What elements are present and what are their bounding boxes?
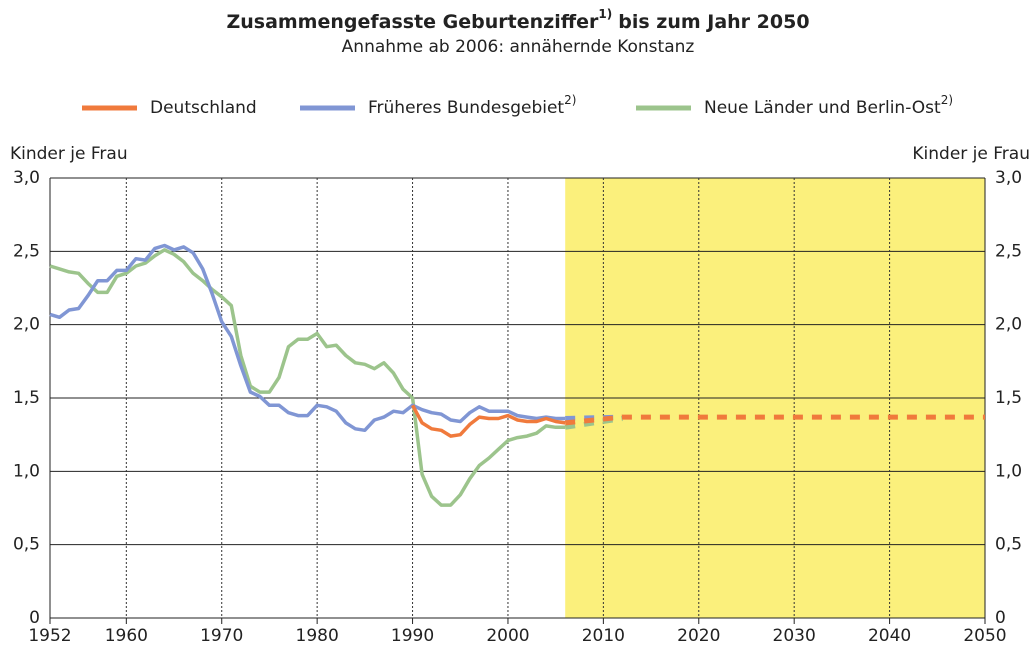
y-tick-label: 1,0 xyxy=(13,461,40,481)
forecast-line xyxy=(564,414,985,426)
y-tick-label: 2,0 xyxy=(13,315,40,335)
data-line xyxy=(49,248,566,507)
x-tick-label: 1960 xyxy=(105,626,148,646)
chart-subtitle: Annahme ab 2006: annähernde Konstanz xyxy=(342,37,695,57)
legend-label: Früheres Bundesgebiet2) xyxy=(368,93,576,119)
chart-title: Zusammengefasste Geburtenziffer1) bis zum… xyxy=(226,7,809,33)
x-tick-label: 2050 xyxy=(963,626,1006,646)
legend-note: 2) xyxy=(564,93,576,107)
x-tick-label: 1990 xyxy=(391,626,434,646)
x-tick-label: 2030 xyxy=(773,626,816,646)
title-note: 1) xyxy=(598,7,612,21)
x-tick-label: 2000 xyxy=(486,626,529,646)
x-tick-label: 2020 xyxy=(677,626,720,646)
y2-tick-label: 1,0 xyxy=(995,461,1022,481)
y2-axis-label: Kinder je Frau xyxy=(912,144,1030,164)
y2-tick-label: 2,5 xyxy=(995,241,1022,261)
data-line xyxy=(49,243,566,433)
legend-name: Deutschland xyxy=(150,98,257,118)
y2-tick-label: 3,0 xyxy=(995,168,1022,188)
y-tick-label: 2,5 xyxy=(13,241,40,261)
y2-tick-label: 0,5 xyxy=(995,535,1022,555)
x-tick-label: 2010 xyxy=(582,626,625,646)
y-tick-label: 1,5 xyxy=(13,388,40,408)
legend-name: Früheres Bundesgebiet xyxy=(368,98,564,118)
x-tick-label: 1980 xyxy=(296,626,339,646)
x-tick-label: 2040 xyxy=(868,626,911,646)
y-axis-label: Kinder je Frau xyxy=(10,144,128,164)
legend-note: 2) xyxy=(941,93,953,107)
x-tick-label: 1970 xyxy=(200,626,243,646)
title-end: bis zum Jahr 2050 xyxy=(618,11,809,33)
legend-label: Neue Länder und Berlin-Ost2) xyxy=(704,93,953,119)
y2-tick-label: 0 xyxy=(995,608,1006,628)
legend-name: Neue Länder und Berlin-Ost xyxy=(704,98,941,118)
x-tick-label: 1952 xyxy=(28,626,71,646)
data-line xyxy=(411,404,566,438)
y2-tick-label: 2,0 xyxy=(995,315,1022,335)
y-tick-label: 3,0 xyxy=(13,168,40,188)
y-tick-label: 0 xyxy=(29,608,40,628)
forecast-line xyxy=(564,416,623,430)
y2-tick-label: 1,5 xyxy=(995,388,1022,408)
title-main: Zusammengefasste Geburtenziffer xyxy=(226,11,599,33)
y-tick-label: 0,5 xyxy=(13,535,40,555)
legend-label: Deutschland xyxy=(150,98,257,118)
